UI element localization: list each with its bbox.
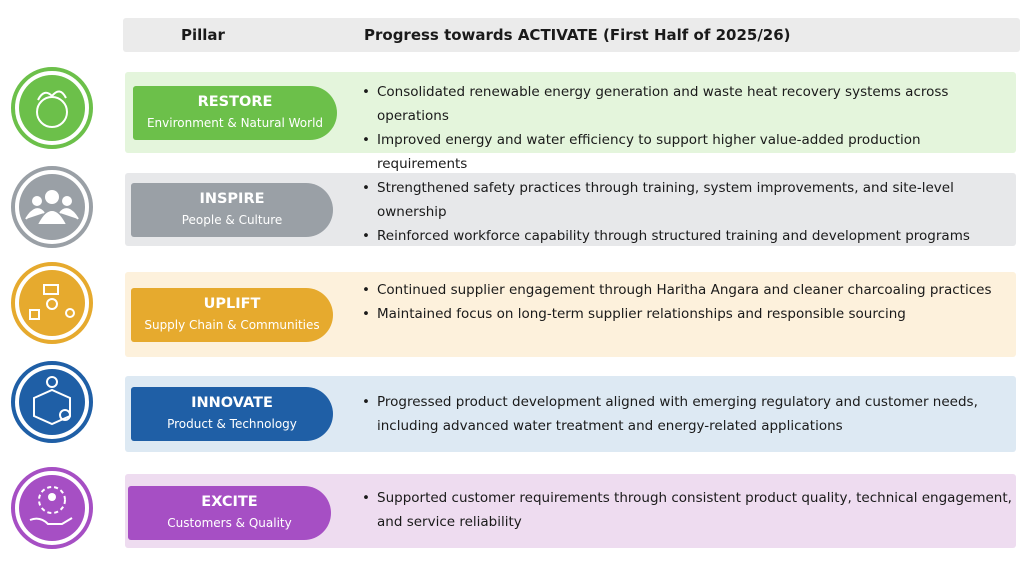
bullet: Maintained focus on long-term supplier r…	[362, 302, 1012, 326]
header-pillar: Pillar	[181, 26, 225, 44]
bullet: Consolidated renewable energy generation…	[362, 80, 1012, 128]
pillar-badge: UPLIFT Supply Chain & Communities	[131, 288, 333, 342]
bullet-list: Strengthened safety practices through tr…	[362, 176, 1012, 248]
bullet: Improved energy and water efficiency to …	[362, 128, 1012, 176]
pillar-subtitle: Customers & Quality	[167, 516, 292, 530]
pillar-badge: RESTORE Environment & Natural World	[133, 86, 337, 140]
pillar-name: RESTORE	[197, 94, 273, 110]
header-bar: Pillar Progress towards ACTIVATE (First …	[123, 18, 1020, 52]
header-progress: Progress towards ACTIVATE (First Half of…	[364, 26, 791, 44]
icon-innovate	[11, 361, 93, 443]
icon-excite	[11, 467, 93, 549]
pillar-badge: INSPIRE People & Culture	[131, 183, 333, 237]
icon-restore	[11, 67, 93, 149]
icon-inspire	[11, 166, 93, 248]
bullet-list: Supported customer requirements through …	[362, 486, 1012, 534]
bullet: Continued supplier engagement through Ha…	[362, 278, 1012, 302]
pillar-badge: INNOVATE Product & Technology	[131, 387, 333, 441]
pillar-badge: EXCITE Customers & Quality	[128, 486, 331, 540]
bullet-list: Progressed product development aligned w…	[362, 390, 1012, 438]
pillar-subtitle: Product & Technology	[167, 417, 297, 431]
icons	[11, 67, 93, 549]
bullet: Progressed product development aligned w…	[362, 390, 1012, 438]
bullet: Supported customer requirements through …	[362, 486, 1012, 534]
icon-uplift	[11, 262, 93, 344]
pillar-name: INSPIRE	[199, 191, 265, 207]
pillar-subtitle: People & Culture	[181, 213, 283, 227]
bullet: Strengthened safety practices through tr…	[362, 176, 1012, 224]
bullet: Reinforced workforce capability through …	[362, 224, 1012, 248]
pillar-name: UPLIFT	[203, 296, 261, 312]
pillar-subtitle: Supply Chain & Communities	[144, 318, 320, 332]
pillar-name: EXCITE	[201, 494, 258, 510]
pillar-name: INNOVATE	[191, 395, 273, 411]
bullet-list: Continued supplier engagement through Ha…	[362, 278, 1012, 326]
pillar-subtitle: Environment & Natural World	[146, 116, 324, 130]
